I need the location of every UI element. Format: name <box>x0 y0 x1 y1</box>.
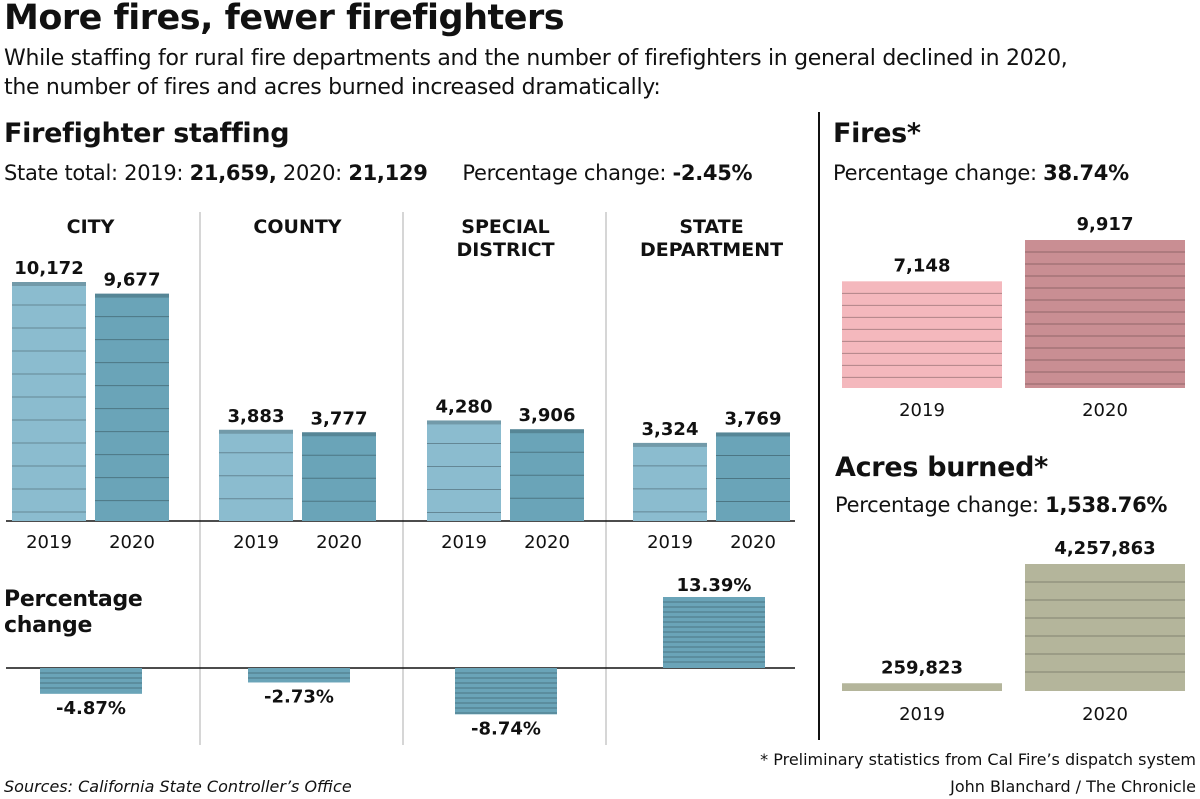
staffing-bar-state-department-2019 <box>633 442 707 521</box>
staffing-bar-city-2019 <box>12 282 86 521</box>
acres-pct-line: Percentage change: 1,538.76% <box>835 493 1167 517</box>
fires-pct-label: Percentage change: <box>833 161 1037 185</box>
staffing-bar-special-district-2019 <box>427 420 501 521</box>
acres-year-label: 2019 <box>899 704 945 725</box>
staffing-value-label: 3,769 <box>725 408 782 429</box>
staffing-year-label: 2020 <box>730 532 776 553</box>
pct-change-title-line2: change <box>4 613 93 638</box>
year-2020-label: 2020: <box>282 161 342 185</box>
fires-title: Fires* <box>833 118 921 149</box>
staffing-bar-cap <box>716 432 790 437</box>
category-label-state-department: DEPARTMENT <box>640 239 783 261</box>
total-2019: 21,659, <box>189 161 277 185</box>
pct-change-title-line1: Percentage <box>4 587 143 612</box>
credit: John Blanchard / The Chronicle <box>950 777 1196 796</box>
state-total-line: State total: 2019: 21,659, 2020: 21,129 … <box>4 161 753 185</box>
sources: Sources: California State Controller’s O… <box>4 777 352 796</box>
category-label-county: COUNTY <box>253 216 341 238</box>
staffing-bar-cap <box>12 282 86 286</box>
fires-pct-line: Percentage change: 38.74% <box>833 161 1129 185</box>
staffing-year-label: 2020 <box>109 532 155 553</box>
fires-bar-2019 <box>842 281 1002 388</box>
staffing-pct-value: -2.45% <box>672 161 753 185</box>
acres-pct-value: 1,538.76% <box>1045 493 1168 517</box>
acres-bar-2019 <box>842 683 1002 691</box>
pct-value-label: -2.73% <box>264 686 334 707</box>
pct-change-title: Percentage change <box>4 587 143 639</box>
staffing-bar-county-2019 <box>219 429 293 521</box>
staffing-bar-cap <box>302 432 376 437</box>
staffing-value-label: 4,280 <box>436 396 493 417</box>
fires-pct-value: 38.74% <box>1043 161 1129 185</box>
state-total-label: State total: <box>4 161 118 185</box>
staffing-value-label: 10,172 <box>14 258 83 279</box>
headline: More fires, fewer firefighters <box>4 0 565 38</box>
staffing-year-label: 2020 <box>524 532 570 553</box>
acres-value-label: 4,257,863 <box>1054 538 1155 559</box>
fires-year-label: 2019 <box>899 400 945 421</box>
staffing-value-label: 3,777 <box>311 408 368 429</box>
staffing-year-label: 2019 <box>647 532 693 553</box>
fires-bar-2020 <box>1025 240 1185 388</box>
staffing-bar-state-department-2020 <box>716 432 790 521</box>
staffing-value-label: 3,324 <box>642 419 699 440</box>
dek-line-2: the number of fires and acres burned inc… <box>4 75 661 100</box>
acres-title: Acres burned* <box>835 452 1048 483</box>
staffing-bar-city-2020 <box>95 293 169 521</box>
fires-value-label: 7,148 <box>894 255 951 276</box>
dek-line-1: While staffing for rural fire department… <box>4 46 1068 71</box>
staffing-year-label: 2020 <box>316 532 362 553</box>
staffing-year-label: 2019 <box>233 532 279 553</box>
staffing-bar-cap <box>510 429 584 434</box>
staffing-bar-county-2020 <box>302 432 376 521</box>
staffing-value-label: 9,677 <box>104 270 161 291</box>
staffing-year-label: 2019 <box>441 532 487 553</box>
pct-value-label: -8.74% <box>471 718 541 739</box>
year-2019-label: 2019: <box>124 161 184 185</box>
staffing-bar-cap <box>633 442 707 447</box>
staffing-bar-special-district-2020 <box>510 429 584 521</box>
staffing-year-label: 2019 <box>26 532 72 553</box>
acres-bar-2020 <box>1025 564 1185 691</box>
footnote: * Preliminary statistics from Cal Fire’s… <box>760 750 1196 769</box>
acres-value-label: 259,823 <box>881 657 963 678</box>
staffing-pct-label: Percentage change: <box>462 161 667 185</box>
fires-year-label: 2020 <box>1082 400 1128 421</box>
acres-pct-label: Percentage change: <box>835 493 1039 517</box>
staffing-bar-cap <box>427 420 501 425</box>
pct-bar-state-department <box>663 597 765 668</box>
category-label-special-district: DISTRICT <box>456 239 554 261</box>
pct-value-label: 13.39% <box>677 575 752 596</box>
staffing-title: Firefighter staffing <box>4 118 290 149</box>
staffing-value-label: 3,883 <box>228 406 285 427</box>
total-2020: 21,129 <box>348 161 428 185</box>
acres-year-label: 2020 <box>1082 704 1128 725</box>
fires-value-label: 9,917 <box>1077 214 1134 235</box>
category-label-state-department: STATE <box>679 216 743 238</box>
staffing-value-label: 3,906 <box>519 405 576 426</box>
staffing-bar-cap <box>95 293 169 298</box>
pct-bar-special-district <box>455 668 557 715</box>
category-label-special-district: SPECIAL <box>461 216 549 238</box>
staffing-bar-cap <box>219 429 293 434</box>
pct-value-label: -4.87% <box>56 698 126 719</box>
pct-bar-county <box>248 668 350 683</box>
pct-bar-city <box>40 668 142 694</box>
category-label-city: CITY <box>67 216 115 238</box>
